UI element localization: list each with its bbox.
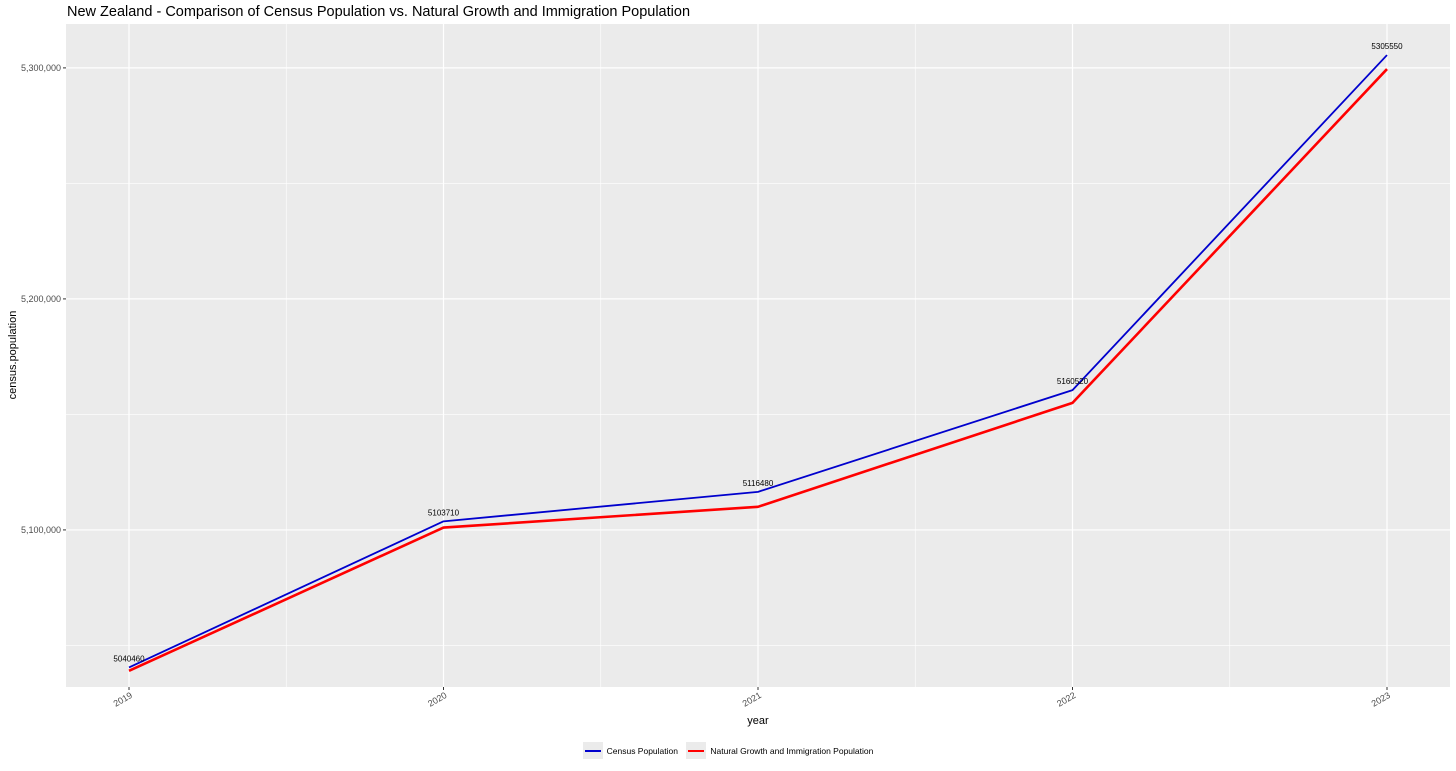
y-axis: 5,100,000 5,200,000 5,300,000 <box>21 63 66 535</box>
y-axis-title: census.population <box>7 311 19 400</box>
grid-lines <box>66 24 1450 687</box>
x-axis-title: year <box>747 715 769 727</box>
data-label: 5160520 <box>1057 377 1089 386</box>
x-axis: 2019 2020 2021 2022 2023 <box>112 687 1392 709</box>
y-tick-label: 5,300,000 <box>21 63 61 73</box>
x-tick-label: 2021 <box>741 690 763 709</box>
data-label: 5040460 <box>113 654 145 663</box>
y-tick-label: 5,100,000 <box>21 525 61 535</box>
legend-key-census <box>582 742 603 759</box>
x-tick-label: 2019 <box>112 690 134 709</box>
series-line-census <box>128 54 1388 669</box>
y-tick-label: 5,200,000 <box>21 294 61 304</box>
x-tick-label: 2022 <box>1055 690 1077 709</box>
x-tick-label: 2020 <box>426 690 448 709</box>
legend-label-census: Census Population <box>606 745 678 756</box>
legend-key-natural-growth <box>686 742 707 759</box>
x-tick-label: 2023 <box>1370 690 1392 709</box>
legend-label-natural-growth: Natural Growth and Immigration Populatio… <box>710 745 874 756</box>
legend-item-natural-growth: Natural Growth and Immigration Populatio… <box>686 742 873 759</box>
data-label: 5116480 <box>743 479 774 488</box>
data-labels: 5040460 5103710 5116480 5160520 5305550 <box>113 42 1403 663</box>
series-line-natural-growth <box>128 68 1388 673</box>
legend: Census Population Natural Growth and Imm… <box>0 742 1456 761</box>
series-lines <box>128 54 1388 673</box>
data-label: 5305550 <box>1371 42 1403 51</box>
chart-title: New Zealand - Comparison of Census Popul… <box>67 4 691 20</box>
data-label: 5103710 <box>428 508 460 517</box>
legend-item-census: Census Population <box>582 742 678 759</box>
